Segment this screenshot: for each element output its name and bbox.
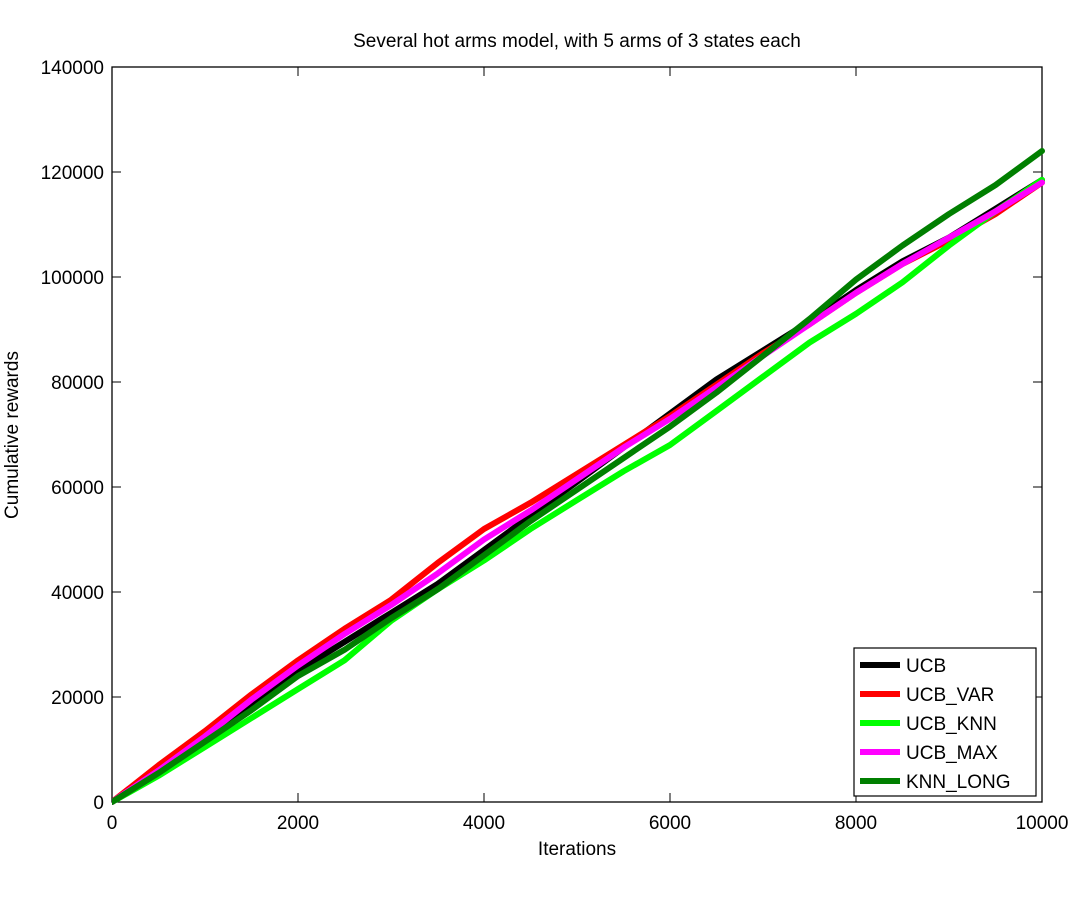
legend-label-ucb-var: UCB_VAR (906, 685, 994, 706)
x-tick-label: 2000 (277, 813, 319, 834)
y-tick-label: 140000 (41, 58, 104, 79)
y-tick-label: 0 (93, 793, 104, 814)
y-tick-label: 20000 (51, 688, 104, 709)
legend-label-ucb-max: UCB_MAX (906, 743, 998, 764)
y-axis-title: Cumulative rewards (2, 351, 23, 519)
y-tick-label: 80000 (51, 373, 104, 394)
axes-frame (111, 66, 1043, 803)
x-tick-label: 0 (107, 813, 118, 834)
x-tick-label: 4000 (463, 813, 505, 834)
y-tick-label: 60000 (51, 478, 104, 499)
y-tick-label: 40000 (51, 583, 104, 604)
y-tick-label: 100000 (41, 268, 104, 289)
plot-area: 0 2000 4000 6000 8000 10000020000400006000080… (41, 58, 1069, 834)
legend-label-knn-long: KNN_LONG (906, 772, 1011, 793)
series-line-ucb-max (112, 179, 1045, 805)
x-axis-title: Iterations (538, 839, 616, 860)
x-tick-label: 10000 (1016, 813, 1069, 834)
series-lines (112, 148, 1045, 805)
y-tick-label: 120000 (41, 163, 104, 184)
x-tick-label: 8000 (835, 813, 877, 834)
x-tick-label: 6000 (649, 813, 691, 834)
legend: UCB UCB_VAR UCB_KNN UCB_MAX KNN_LONG (853, 647, 1037, 797)
chart-title: Several hot arms model, with 5 arms of 3… (353, 31, 801, 52)
legend-label-ucb-knn: UCB_KNN (906, 714, 997, 735)
legend-label-ucb: UCB (906, 656, 946, 677)
series-line-ucb-knn (112, 176, 1045, 805)
series-line-knn-long (112, 148, 1045, 805)
